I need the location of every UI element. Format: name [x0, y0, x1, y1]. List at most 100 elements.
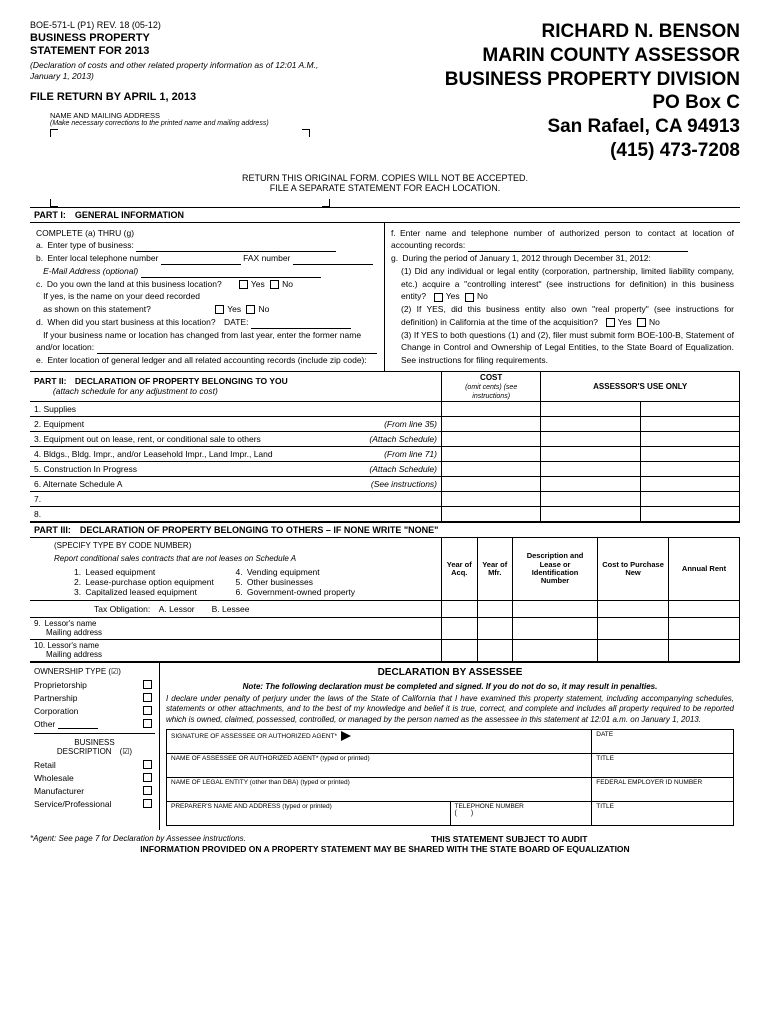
part1-header: PART I: GENERAL INFORMATION — [30, 207, 740, 223]
part3-table: (SPECIFY TYPE BY CODE NUMBER) Report con… — [30, 537, 740, 662]
assessor-cell — [640, 416, 739, 431]
input-cell[interactable] — [512, 617, 597, 639]
footer-audit: THIS STATEMENT SUBJECT TO AUDIT — [279, 834, 741, 844]
checkbox-g1-no[interactable] — [465, 293, 474, 302]
item-b-email: E-Mail Address (optional) — [36, 265, 378, 278]
input-cost[interactable] — [442, 431, 541, 446]
file-deadline: FILE RETURN BY APRIL 1, 2013 — [30, 91, 330, 103]
checkbox-biz[interactable] — [143, 760, 152, 769]
input-fax[interactable] — [293, 255, 373, 265]
specify-type: (SPECIFY TYPE BY CODE NUMBER) — [34, 539, 437, 552]
own-label: Partnership — [34, 693, 77, 703]
checkbox-biz[interactable] — [143, 799, 152, 808]
checkbox-biz[interactable] — [143, 786, 152, 795]
code-3: 3. Capitalized leased equipment — [74, 587, 236, 597]
entity-label: NAME OF LEGAL ENTITY (other than DBA) (t… — [171, 779, 350, 786]
preparer-label: PREPARER'S NAME AND ADDRESS (typed or pr… — [171, 803, 332, 810]
input-cell[interactable] — [669, 639, 740, 661]
assessor-address: RICHARD N. BENSON MARIN COUNTY ASSESSOR … — [330, 20, 740, 163]
lessor-9: 9. Lessor's name Mailing address — [30, 617, 442, 639]
assessor-cell — [541, 446, 640, 461]
assessor-cell — [541, 431, 640, 446]
assessor-cell — [640, 446, 739, 461]
addr-label: NAME AND MAILING ADDRESS — [50, 111, 330, 120]
col-cost-sub: (omit cents) (see instructions) — [465, 384, 517, 400]
col-desc: Description and Lease or Identification … — [512, 537, 597, 600]
assessor-title: MARIN COUNTY ASSESSOR — [330, 44, 740, 68]
checkbox-g2-yes[interactable] — [606, 318, 615, 327]
part1-left: COMPLETE (a) THRU (g) a. Enter type of b… — [30, 223, 385, 371]
col-cost-new: Cost to Purchase New — [598, 537, 669, 600]
complete-note: COMPLETE (a) THRU (g) — [36, 227, 378, 240]
biz-hdr: BUSINESS — [34, 738, 155, 747]
checkbox-g2-no[interactable] — [637, 318, 646, 327]
date-label: DATE — [596, 731, 613, 738]
input-email[interactable] — [141, 268, 321, 278]
declaration-block: OWNERSHIP TYPE (☑) ProprietorshipPartner… — [30, 662, 740, 830]
crop-mark — [50, 129, 58, 137]
assessor-cell — [541, 491, 640, 506]
assessor-cell — [640, 461, 739, 476]
item-f: f. Enter name and telephone number of au… — [391, 227, 734, 253]
checkbox-other[interactable] — [143, 719, 152, 728]
input-cost[interactable] — [442, 491, 541, 506]
input-cell[interactable] — [477, 617, 512, 639]
input-cost[interactable] — [442, 416, 541, 431]
checkbox-biz[interactable] — [143, 773, 152, 782]
input-cell[interactable] — [669, 617, 740, 639]
input-cost[interactable] — [442, 446, 541, 461]
assessor-pobox: PO Box C — [330, 91, 740, 115]
input-cell[interactable] — [598, 617, 669, 639]
ownership-header: OWNERSHIP TYPE (☑) — [34, 667, 155, 676]
assessor-cell — [640, 506, 739, 521]
code-list: 1. Leased equipment 2. Lease-purchase op… — [34, 565, 437, 599]
checkbox-shown-yes[interactable] — [215, 305, 224, 314]
item-g1: (1) Did any individual or legal entity (… — [391, 265, 734, 303]
return-instructions: RETURN THIS ORIGINAL FORM. COPIES WILL N… — [30, 173, 740, 193]
input-former[interactable] — [97, 344, 377, 354]
input-contact[interactable] — [468, 242, 688, 252]
crop-mark — [322, 199, 330, 207]
part3-header: PART III: DECLARATION OF PROPERTY BELONG… — [30, 522, 740, 537]
code-2: 2. Lease-purchase option equipment — [74, 577, 236, 587]
assessor-cell — [541, 461, 640, 476]
assessor-phone: (415) 473-7208 — [330, 139, 740, 163]
item-c-shown: as shown on this statement? Yes No — [36, 303, 378, 316]
checkbox-g1-yes[interactable] — [434, 293, 443, 302]
input-cell[interactable] — [477, 639, 512, 661]
fein-label: FEDERAL EMPLOYER ID NUMBER — [596, 779, 702, 786]
input-cell[interactable] — [442, 617, 477, 639]
declaration-title: DECLARATION BY ASSESSEE — [166, 667, 734, 678]
input-cost[interactable] — [442, 506, 541, 521]
checkbox-partnership[interactable] — [143, 693, 152, 702]
assessor-cell — [640, 491, 739, 506]
code-1: 1. Leased equipment — [74, 567, 236, 577]
checkbox-c-yes[interactable] — [239, 280, 248, 289]
form-title: BUSINESS PROPERTY STATEMENT FOR 2013 — [30, 32, 330, 58]
input-date[interactable] — [251, 319, 351, 329]
part1-body: COMPLETE (a) THRU (g) a. Enter type of b… — [30, 223, 740, 371]
assessor-division: BUSINESS PROPERTY DIVISION — [330, 68, 740, 92]
assessor-cell — [541, 416, 640, 431]
tel-value[interactable]: ( ) — [455, 810, 474, 817]
input-cell[interactable] — [442, 639, 477, 661]
form-code: BOE-571-L (P1) REV. 18 (05-12) — [30, 20, 330, 30]
input-cell[interactable] — [512, 639, 597, 661]
item-g: g. During the period of January 1, 2012 … — [391, 252, 734, 265]
checkbox-shown-no[interactable] — [246, 305, 255, 314]
checkbox-proprietorship[interactable] — [143, 680, 152, 689]
input-phone[interactable] — [161, 255, 241, 265]
sig-label: SIGNATURE OF ASSESSEE OR AUTHORIZED AGEN… — [171, 733, 337, 740]
checkbox-corporation[interactable] — [143, 706, 152, 715]
assessor-cell — [541, 401, 640, 416]
return-l1: RETURN THIS ORIGINAL FORM. COPIES WILL N… — [242, 173, 528, 183]
ownership-column: OWNERSHIP TYPE (☑) ProprietorshipPartner… — [30, 663, 160, 830]
input-cost[interactable] — [442, 476, 541, 491]
checkbox-c-no[interactable] — [270, 280, 279, 289]
input-cost[interactable] — [442, 461, 541, 476]
input-cost[interactable] — [442, 401, 541, 416]
declaration-note: Note: The following declaration must be … — [166, 682, 734, 691]
input-business-type[interactable] — [136, 242, 336, 252]
input-cell[interactable] — [598, 639, 669, 661]
assessor-cell — [541, 506, 640, 521]
